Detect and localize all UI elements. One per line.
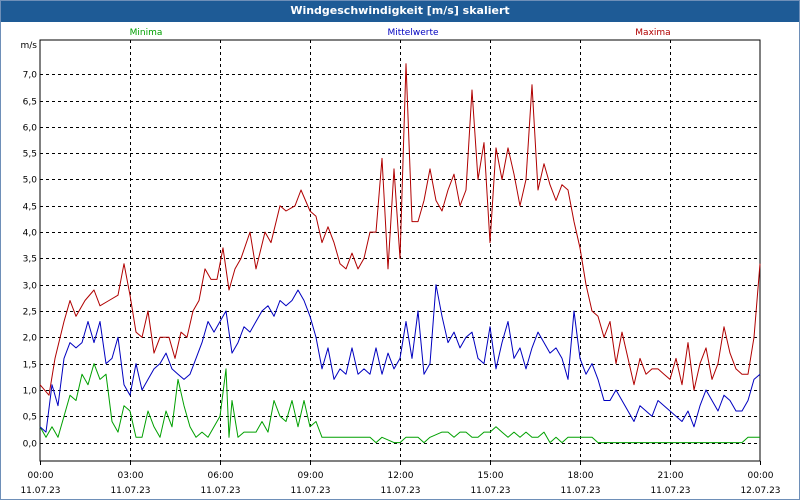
y-tick-label: 3,5: [23, 255, 37, 265]
y-tick-label: 2,5: [23, 308, 37, 318]
y-tick-label: 1,0: [23, 387, 38, 397]
y-tick-label: 4,5: [23, 203, 37, 213]
x-tick-time: 18:00: [568, 471, 594, 481]
y-tick-label: 1,5: [23, 361, 37, 371]
x-tick-date: 11.07.23: [290, 486, 330, 496]
x-tick-time: 03:00: [118, 471, 144, 481]
x-tick-date: 11.07.23: [110, 486, 150, 496]
y-tick-label: 4,0: [23, 229, 38, 239]
x-tick-date: 12.07.23: [740, 486, 780, 496]
y-tick-label: 5,5: [23, 150, 37, 160]
y-tick-label: 3,0: [23, 282, 38, 292]
y-tick-label: 6,5: [23, 98, 37, 108]
y-tick-label: 0,5: [23, 413, 37, 423]
x-tick-date: 11.07.23: [200, 486, 240, 496]
y-tick-label: 6,0: [23, 124, 38, 134]
legend-minima: Minima: [130, 28, 163, 38]
legend-maxima: Maxima: [635, 28, 670, 38]
x-tick-date: 11.07.23: [380, 486, 420, 496]
x-tick-time: 00:00: [748, 471, 774, 481]
x-tick-time: 15:00: [478, 471, 504, 481]
x-tick-date: 11.07.23: [20, 486, 60, 496]
x-tick-time: 12:00: [388, 471, 414, 481]
x-tick-date: 11.07.23: [650, 486, 690, 496]
series-line-maxima: [39, 63, 761, 396]
x-tick-time: 21:00: [658, 471, 684, 481]
y-axis-label: m/s: [21, 41, 38, 51]
y-tick-label: 5,0: [23, 176, 38, 186]
chart-title: Windgeschwindigkeit [m/s] skaliert: [1, 1, 799, 22]
x-tick-time: 09:00: [298, 471, 324, 481]
series-line-minima: [39, 363, 760, 444]
x-tick-date: 11.07.23: [560, 486, 600, 496]
y-tick-label: 7,0: [23, 71, 38, 81]
legend-mittelwerte: Mittelwerte: [387, 28, 438, 38]
series-line-mittelwerte: [39, 284, 761, 433]
y-tick-label: 0,0: [23, 440, 38, 450]
x-tick-time: 00:00: [28, 471, 54, 481]
y-tick-label: 2,0: [23, 334, 38, 344]
x-tick-time: 06:00: [208, 471, 234, 481]
x-tick-date: 11.07.23: [470, 486, 510, 496]
